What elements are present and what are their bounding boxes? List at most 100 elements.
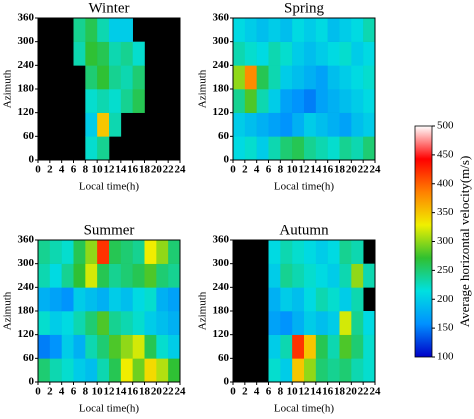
y-tick-label: 360 bbox=[213, 234, 230, 246]
heat-cell bbox=[49, 358, 62, 383]
heat-cell bbox=[315, 263, 328, 288]
heat-cell bbox=[363, 65, 376, 90]
heat-cell bbox=[85, 287, 98, 312]
x-tick-label: 24 bbox=[370, 386, 382, 398]
heat-cell bbox=[315, 287, 328, 312]
heat-cell bbox=[268, 65, 281, 90]
heat-cell bbox=[85, 358, 98, 383]
x-tick-label: 18 bbox=[334, 164, 346, 176]
x-tick-label: 14 bbox=[115, 386, 127, 398]
y-tick-label: 360 bbox=[213, 12, 230, 24]
y-axis-label: Azimuth bbox=[197, 69, 209, 108]
heat-cell bbox=[97, 65, 110, 90]
heat-cell bbox=[351, 136, 364, 161]
heat-cell bbox=[73, 358, 86, 383]
heat-cell bbox=[363, 311, 376, 335]
heat-cell bbox=[280, 41, 293, 66]
y-tick-label: 240 bbox=[213, 59, 230, 71]
heat-cell bbox=[327, 240, 340, 264]
heat-cell bbox=[256, 65, 269, 90]
heat-cell bbox=[120, 41, 133, 66]
x-tick-label: 22 bbox=[358, 164, 370, 176]
heat-cell bbox=[351, 65, 364, 90]
heat-cell bbox=[315, 65, 328, 90]
heat-cell bbox=[85, 112, 98, 137]
x-tick-label: 6 bbox=[71, 386, 77, 398]
heat-cell bbox=[292, 65, 305, 90]
heat-cell bbox=[304, 240, 317, 264]
heat-cell bbox=[268, 263, 281, 288]
heat-cell bbox=[304, 358, 317, 383]
x-tick-label: 24 bbox=[175, 386, 187, 398]
heat-cell bbox=[61, 263, 74, 288]
heat-cell bbox=[327, 287, 340, 312]
x-tick-label: 14 bbox=[115, 164, 127, 176]
heat-cell bbox=[268, 334, 281, 359]
heat-cell bbox=[256, 112, 269, 137]
y-tick-label: 240 bbox=[213, 281, 230, 293]
heat-cell bbox=[327, 41, 340, 66]
heat-cell bbox=[132, 89, 145, 113]
heat-cell bbox=[61, 287, 74, 312]
heat-cell bbox=[339, 89, 352, 113]
heat-cell bbox=[363, 41, 376, 66]
heat-cell bbox=[304, 263, 317, 288]
heat-cell bbox=[244, 41, 257, 66]
heat-cell bbox=[97, 263, 110, 288]
x-tick-label: 20 bbox=[346, 164, 358, 176]
heat-cell bbox=[339, 112, 352, 137]
heat-cell bbox=[244, 89, 257, 113]
y-tick-label: 180 bbox=[18, 305, 35, 317]
heat-cell bbox=[280, 334, 293, 359]
heat-cell bbox=[244, 18, 257, 42]
heat-cell bbox=[120, 18, 133, 42]
y-tick-label: 60 bbox=[23, 352, 35, 364]
heat-cell bbox=[339, 358, 352, 383]
heat-cell bbox=[156, 334, 169, 359]
heat-cell bbox=[315, 112, 328, 137]
heat-cell bbox=[132, 334, 145, 359]
heat-cell bbox=[120, 240, 133, 264]
x-tick-label: 4 bbox=[254, 164, 260, 176]
heat-cell bbox=[268, 311, 281, 335]
y-tick-label: 300 bbox=[18, 257, 35, 269]
x-tick-label: 0 bbox=[35, 386, 41, 398]
heat-cell bbox=[280, 240, 293, 264]
heat-cell bbox=[315, 41, 328, 66]
heat-cell bbox=[292, 287, 305, 312]
heat-cell bbox=[132, 65, 145, 90]
heat-cell bbox=[109, 358, 122, 383]
x-tick-label: 10 bbox=[92, 164, 104, 176]
colorbar-tick-label: 400 bbox=[437, 177, 454, 189]
chart-title: Spring bbox=[284, 0, 325, 16]
heat-cell bbox=[109, 311, 122, 335]
chart-title: Winter bbox=[88, 0, 129, 16]
heat-cell bbox=[120, 89, 133, 113]
y-axis-label: Azimuth bbox=[2, 69, 14, 108]
x-tick-label: 14 bbox=[310, 386, 322, 398]
heat-cell bbox=[85, 18, 98, 42]
heat-cell bbox=[61, 311, 74, 335]
heat-cell bbox=[109, 263, 122, 288]
x-tick-label: 6 bbox=[266, 164, 272, 176]
x-tick-label: 20 bbox=[346, 386, 358, 398]
heat-cell bbox=[73, 18, 86, 42]
heat-cell bbox=[351, 287, 364, 312]
chart-title: Autumn bbox=[279, 222, 329, 238]
x-tick-label: 20 bbox=[151, 164, 163, 176]
x-tick-label: 8 bbox=[83, 164, 89, 176]
heat-cell bbox=[351, 41, 364, 66]
heat-cell bbox=[38, 287, 51, 312]
heat-cell bbox=[304, 18, 317, 42]
heat-cell bbox=[304, 112, 317, 137]
x-tick-label: 22 bbox=[358, 386, 370, 398]
heat-cell bbox=[144, 311, 157, 335]
x-tick-label: 6 bbox=[71, 164, 77, 176]
x-tick-label: 4 bbox=[59, 386, 65, 398]
heat-cell bbox=[351, 18, 364, 42]
heat-cell bbox=[156, 311, 169, 335]
heat-cell bbox=[109, 287, 122, 312]
heat-cell bbox=[73, 334, 86, 359]
heat-cell bbox=[109, 89, 122, 113]
heat-cell bbox=[280, 65, 293, 90]
